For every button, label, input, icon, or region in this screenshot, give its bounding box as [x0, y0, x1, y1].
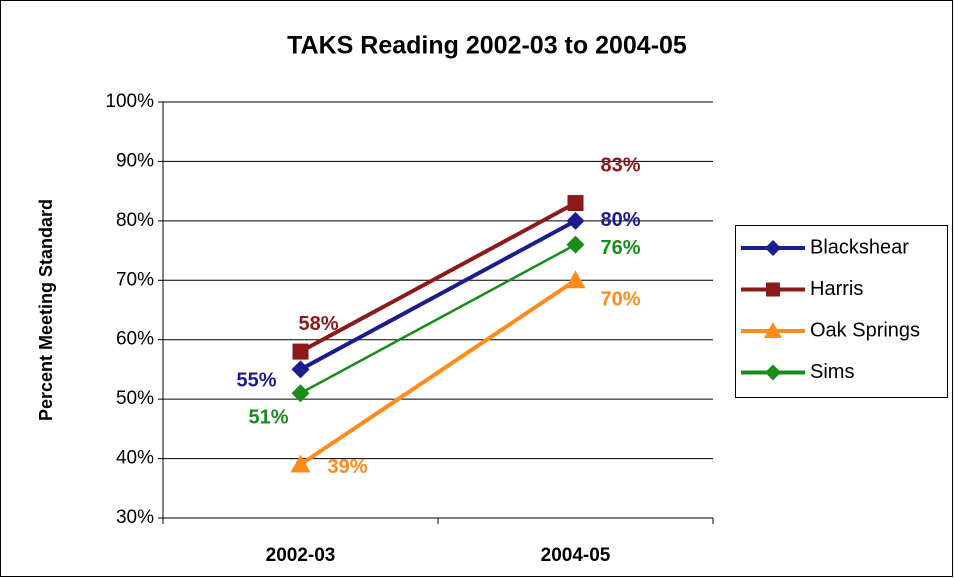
value-label: 80% [600, 209, 640, 231]
marker [567, 195, 584, 212]
marker [566, 235, 585, 254]
value-label: 58% [298, 313, 338, 335]
series-line [299, 243, 577, 395]
value-label: 55% [236, 370, 276, 392]
y-tick-label: 30% [116, 507, 154, 528]
marker [291, 384, 310, 403]
marker [565, 270, 586, 289]
y-tick-label: 50% [116, 388, 154, 409]
y-tick-label: 40% [116, 448, 154, 469]
x-tick-label: 2002-03 [266, 545, 336, 566]
marker [764, 322, 782, 338]
value-label: 39% [327, 456, 367, 478]
y-tick-label: 80% [116, 210, 154, 231]
y-tick-label: 70% [116, 269, 154, 290]
value-label: 70% [600, 289, 640, 311]
series-line [299, 201, 577, 354]
series-line [299, 278, 577, 467]
legend-label: Blackshear [810, 236, 909, 258]
legend-label: Harris [810, 278, 863, 300]
marker [766, 282, 780, 297]
marker [292, 343, 309, 360]
value-label: 76% [600, 237, 640, 259]
y-tick-label: 90% [116, 150, 154, 171]
y-axis-label: Percent Meeting Standard [36, 199, 56, 421]
series-line [299, 219, 577, 372]
marker [291, 360, 310, 379]
marker [765, 240, 781, 256]
chart-title: TAKS Reading 2002-03 to 2004-05 [287, 32, 687, 60]
legend-label: Oak Springs [810, 319, 920, 341]
y-tick-label: 60% [116, 329, 154, 350]
value-label: 83% [600, 154, 640, 176]
marker [566, 211, 585, 230]
marker [290, 454, 311, 473]
legend-label: Sims [810, 361, 854, 383]
value-label: 51% [248, 406, 288, 428]
x-tick-label: 2004-05 [541, 545, 611, 566]
y-tick-label: 100% [105, 91, 154, 112]
marker [765, 364, 781, 381]
